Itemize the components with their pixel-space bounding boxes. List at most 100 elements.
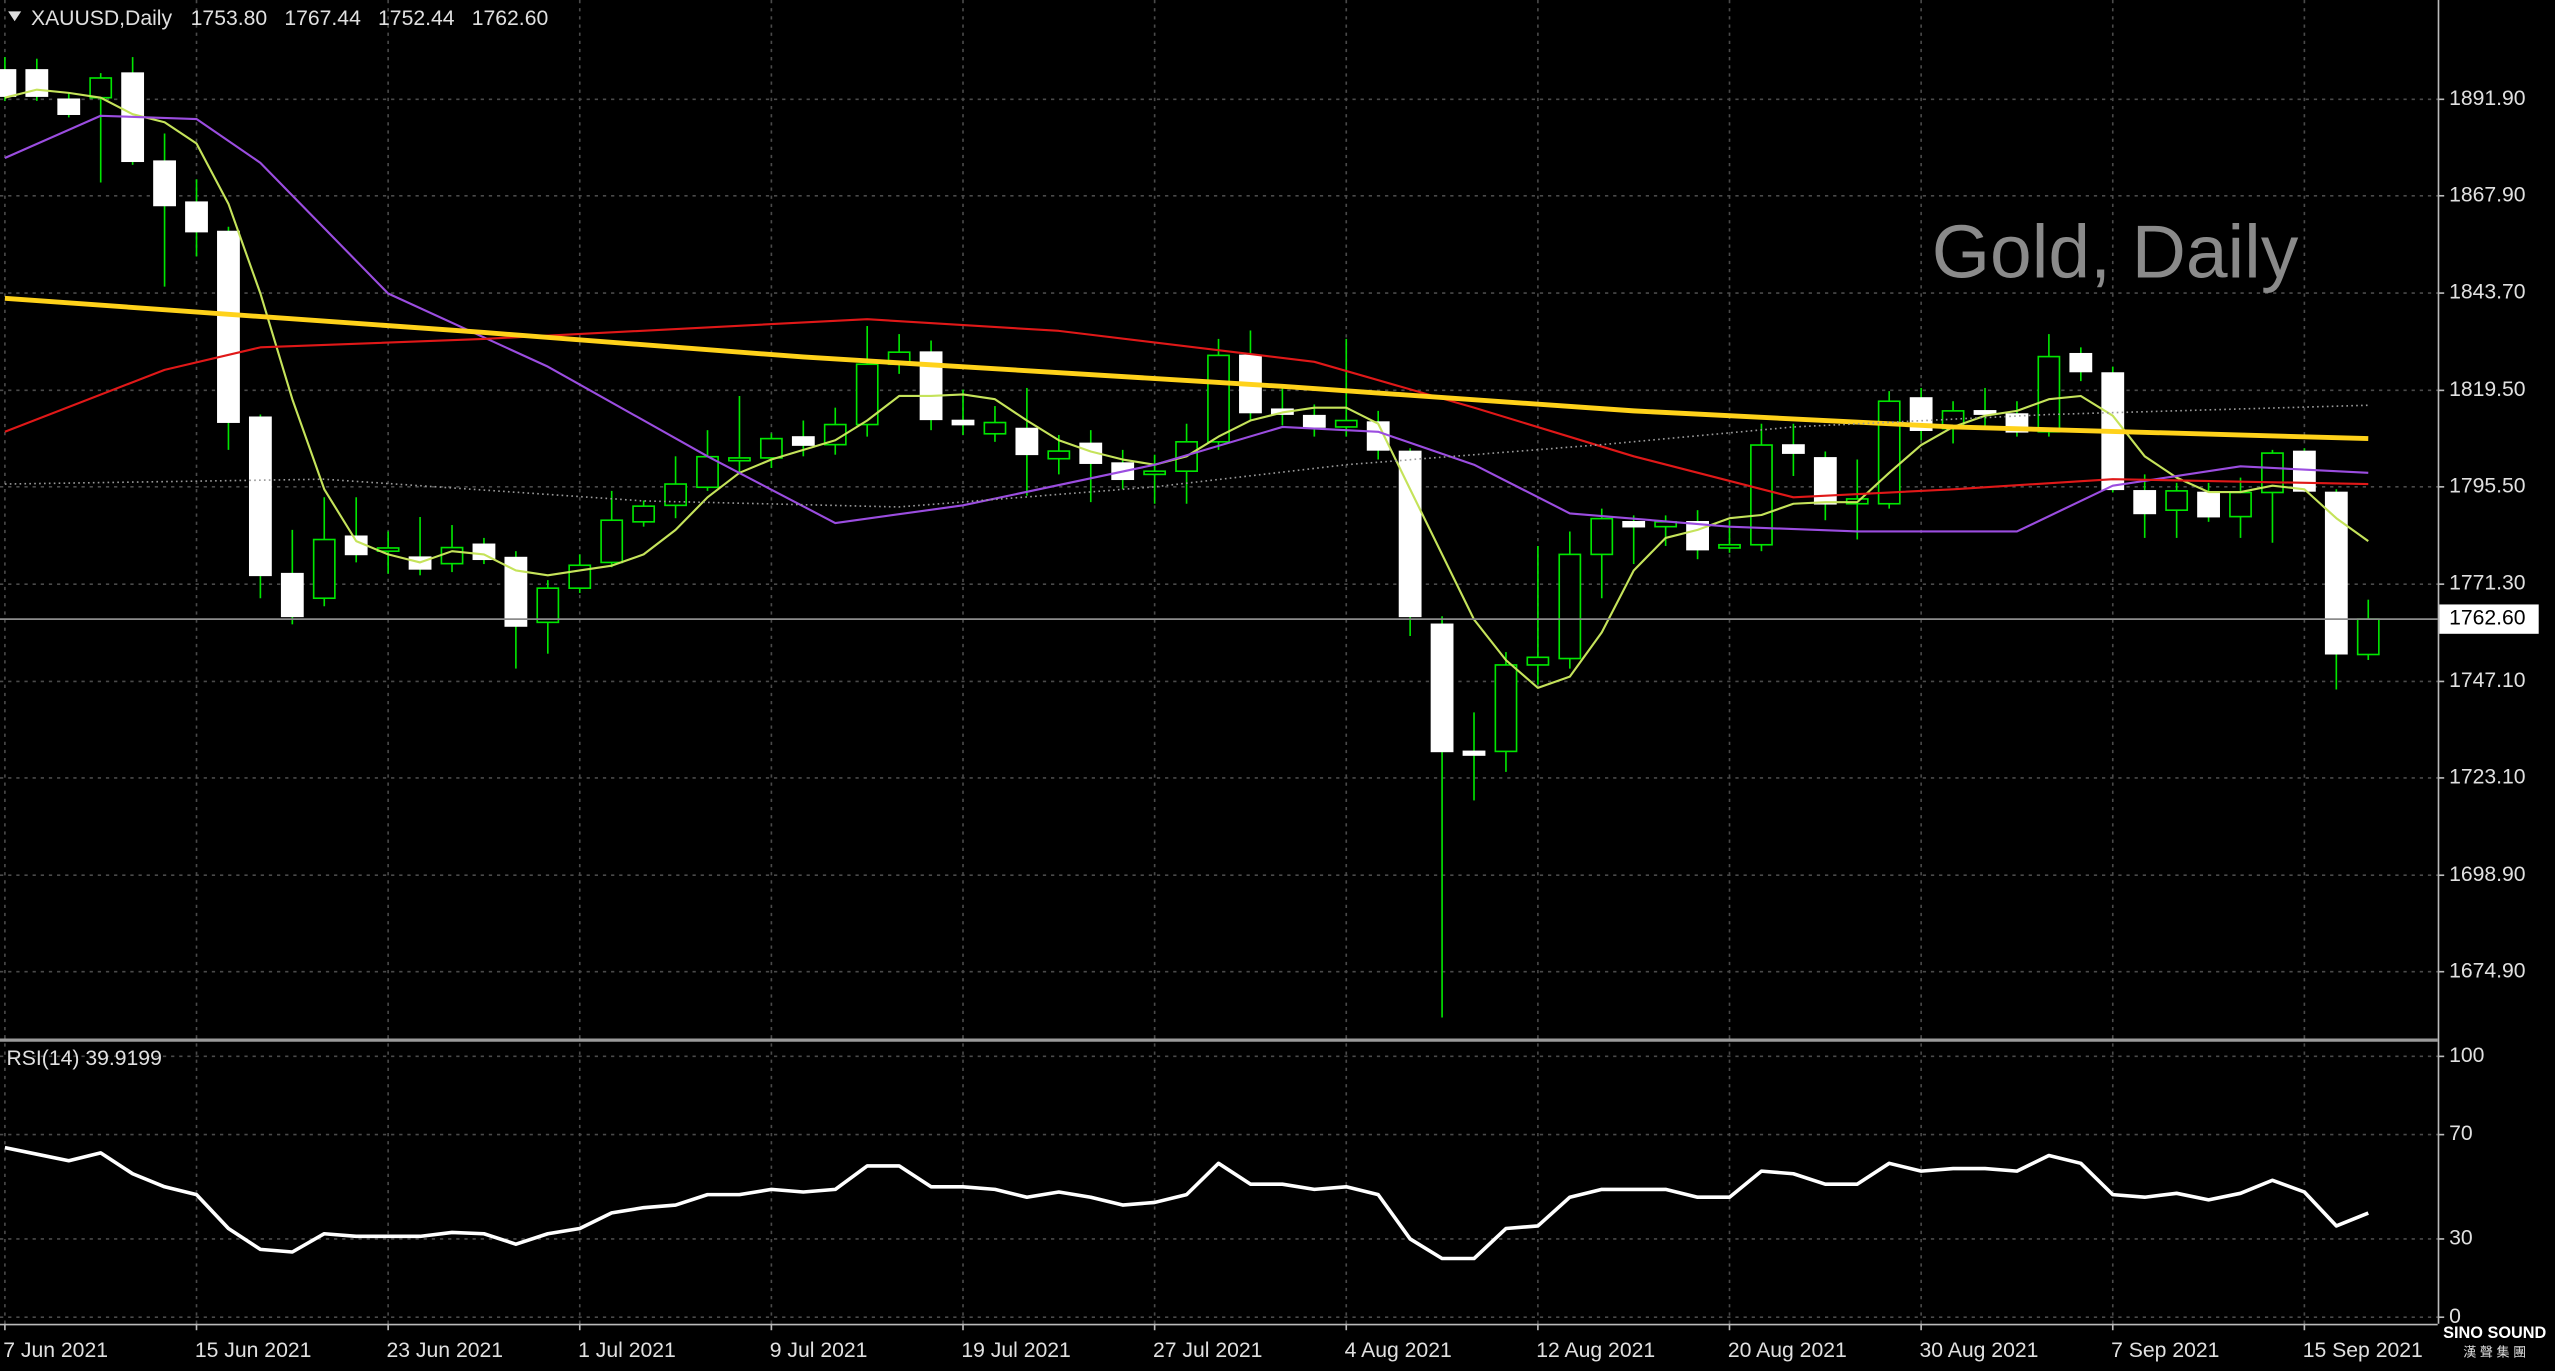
candle-body	[89, 77, 113, 99]
header-value: 1762.60	[472, 7, 549, 30]
candle-body	[2197, 491, 2220, 518]
moving-average-line	[4, 404, 2369, 508]
candle-body	[1334, 419, 1358, 428]
candle-body	[536, 587, 560, 624]
symbol-title: XAUUSD,Daily	[31, 7, 173, 30]
y-tick-label: 0	[2449, 1305, 2461, 1328]
candle-body	[951, 419, 975, 426]
candle-body	[248, 416, 272, 577]
candle-body	[1718, 543, 1741, 549]
y-tick-label: 1867.90	[2449, 183, 2526, 206]
candle-body	[1590, 517, 1614, 556]
candle-body	[2324, 491, 2348, 655]
y-tick-label: 1698.90	[2449, 863, 2526, 886]
y-tick-label: 1674.90	[2449, 959, 2526, 982]
x-tick-label: 4 Aug 2021	[1345, 1339, 1452, 1362]
candle-body	[1526, 656, 1550, 666]
candle-body	[1781, 444, 1805, 454]
y-tick-label: 1891.90	[2449, 87, 2526, 110]
candle-body	[1558, 553, 1582, 660]
x-tick-label: 23 Jun 2021	[387, 1339, 504, 1362]
x-tick-label: 30 Aug 2021	[1920, 1339, 2039, 1362]
candle-body	[280, 572, 304, 618]
candle-body	[791, 436, 815, 446]
y-tick-label: 1723.10	[2449, 766, 2526, 789]
candle-body	[1143, 470, 1167, 476]
y-tick-label: 1747.10	[2449, 669, 2526, 692]
candle-body	[2292, 450, 2316, 492]
candle-body	[1622, 521, 1646, 528]
y-tick-label: 1843.70	[2449, 281, 2526, 304]
candle-body	[1750, 444, 1773, 546]
logo-name: SINO SOUND	[2443, 1324, 2546, 1342]
candle-body	[2037, 355, 2061, 433]
candle-body	[664, 483, 687, 507]
candle-body	[2165, 490, 2189, 511]
x-tick-label: 7 Jun 2021	[3, 1339, 108, 1362]
symbol-menu-arrow[interactable]	[8, 11, 22, 22]
candle-body	[1909, 397, 1933, 431]
candle-body	[472, 543, 496, 561]
candle-body	[2069, 352, 2093, 373]
moving-average-line	[4, 295, 2369, 442]
y-tick-label: 30	[2449, 1227, 2473, 1250]
moving-average-line	[4, 318, 2369, 499]
candle-body	[1813, 457, 1837, 505]
x-tick-label: 9 Jul 2021	[770, 1339, 868, 1362]
candle-body	[1302, 414, 1326, 428]
y-tick-label: 1795.50	[2449, 474, 2526, 497]
candle-body	[1047, 450, 1071, 460]
y-tick-label: 100	[2449, 1044, 2484, 1067]
candle-body	[1686, 521, 1709, 551]
x-tick-label: 15 Jun 2021	[195, 1339, 312, 1362]
x-tick-label: 27 Jul 2021	[1153, 1339, 1262, 1362]
candle-body	[1494, 664, 1518, 753]
candle-body	[728, 457, 751, 462]
moving-average-line	[4, 114, 2369, 533]
header-value: 1767.44	[284, 7, 361, 30]
header-value: 1752.44	[378, 7, 455, 30]
candle-body	[1973, 410, 1997, 415]
candle-body	[217, 230, 240, 423]
candle-body	[600, 519, 624, 564]
candle-body	[57, 98, 81, 115]
candle-body	[1398, 450, 1422, 618]
candle-body	[504, 556, 528, 627]
watermark: Gold, Daily	[1932, 209, 2299, 293]
x-tick-label: 12 Aug 2021	[1536, 1339, 1655, 1362]
candle-body	[0, 69, 17, 97]
candle-body	[855, 363, 879, 426]
candle-body	[185, 201, 208, 233]
candle-body	[312, 538, 336, 600]
rsi-title: RSI(14) 39.9199	[7, 1047, 162, 1070]
x-tick-label: 19 Jul 2021	[961, 1339, 1070, 1362]
candle-body	[1430, 623, 1454, 753]
logo-subtitle: 漢 聲 集 團	[2463, 1345, 2526, 1360]
candle-body	[632, 505, 656, 523]
y-tick-label: 1819.50	[2449, 378, 2526, 401]
header-value: 1753.80	[191, 7, 268, 30]
candle-body	[1015, 427, 1039, 456]
candle-body	[1366, 421, 1390, 451]
candle-body	[440, 546, 464, 565]
last-price-tag	[2439, 604, 2539, 634]
grid-layer	[0, 0, 2438, 1324]
candle-body	[2356, 618, 2380, 656]
candle-body	[1877, 400, 1901, 505]
y-tick-label: 70	[2449, 1122, 2473, 1145]
plot-layer	[0, 57, 2438, 1261]
last-price-label: 1762.60	[2449, 607, 2526, 630]
candle-body	[1207, 354, 1230, 443]
candle-body	[153, 160, 176, 207]
candle-body	[2229, 491, 2252, 518]
x-tick-label: 20 Aug 2021	[1728, 1339, 1847, 1362]
candle-body	[759, 437, 783, 459]
y-tick-label: 1771.30	[2449, 572, 2526, 595]
candle-body	[2133, 490, 2157, 515]
candle-body	[919, 351, 943, 421]
x-tick-label: 7 Sep 2021	[2111, 1339, 2219, 1362]
candle-body	[1462, 750, 1486, 756]
x-tick-label: 15 Sep 2021	[2303, 1339, 2423, 1362]
